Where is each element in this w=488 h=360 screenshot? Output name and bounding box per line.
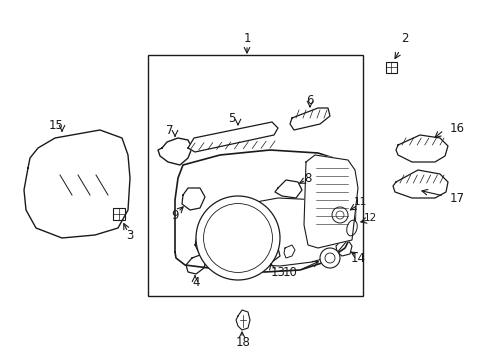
Text: 10: 10 [282, 266, 297, 279]
Text: 2: 2 [401, 32, 408, 45]
Polygon shape [304, 155, 357, 248]
Text: 16: 16 [449, 122, 464, 135]
Text: 9: 9 [171, 208, 179, 221]
Bar [148, 55, 362, 296]
Text: 12: 12 [363, 213, 376, 223]
Polygon shape [289, 108, 329, 130]
Text: 5: 5 [228, 112, 235, 125]
Polygon shape [187, 122, 278, 152]
Text: 7: 7 [166, 123, 173, 136]
Polygon shape [392, 170, 447, 198]
Text: 14: 14 [350, 252, 365, 265]
Bar [113, 208, 125, 220]
Text: 17: 17 [449, 192, 464, 204]
Bar [385, 62, 396, 73]
Circle shape [331, 207, 347, 223]
Circle shape [319, 248, 339, 268]
Text: 3: 3 [126, 229, 133, 242]
Polygon shape [395, 135, 447, 162]
Ellipse shape [346, 220, 357, 236]
Text: 8: 8 [304, 171, 311, 185]
Text: 11: 11 [353, 197, 366, 207]
Circle shape [196, 196, 280, 280]
Text: 13: 13 [270, 266, 285, 279]
Text: 6: 6 [305, 94, 313, 107]
Text: 4: 4 [192, 275, 199, 288]
Text: 18: 18 [235, 336, 250, 348]
Text: 1: 1 [243, 32, 250, 45]
Text: 15: 15 [48, 118, 63, 131]
